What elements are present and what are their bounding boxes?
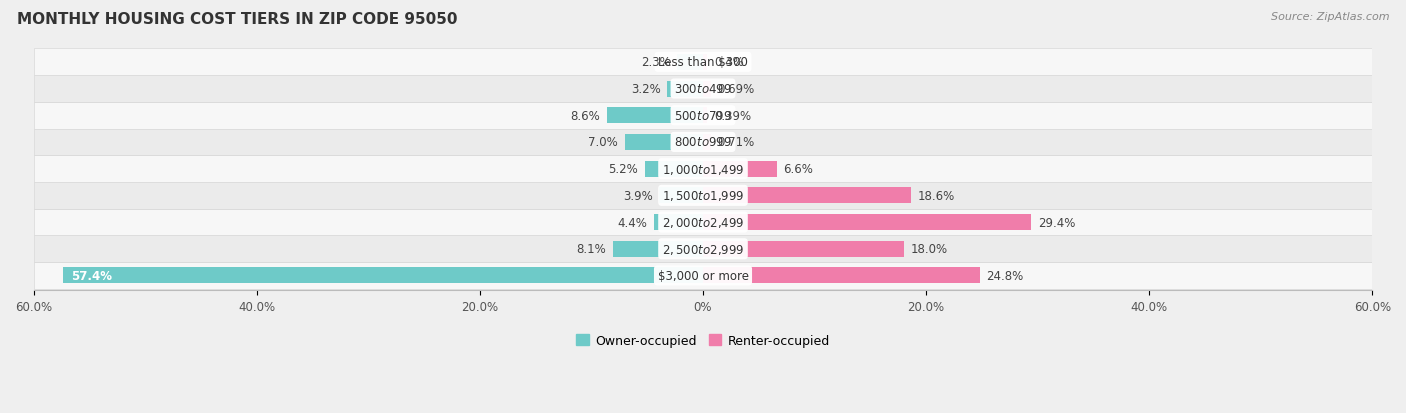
Text: $3,000 or more: $3,000 or more: [658, 269, 748, 282]
Text: 18.0%: 18.0%: [911, 243, 948, 256]
Text: 5.2%: 5.2%: [609, 163, 638, 176]
Bar: [624, 135, 703, 151]
Text: 8.1%: 8.1%: [576, 243, 606, 256]
Text: Less than $300: Less than $300: [658, 56, 748, 69]
Bar: [34, 102, 1372, 129]
Bar: [703, 108, 707, 124]
Bar: [34, 156, 1372, 183]
Text: 4.4%: 4.4%: [617, 216, 647, 229]
Bar: [668, 81, 703, 97]
Text: $1,000 to $1,499: $1,000 to $1,499: [662, 162, 744, 176]
Text: 0.39%: 0.39%: [714, 109, 751, 122]
Bar: [703, 161, 776, 177]
Text: 18.6%: 18.6%: [917, 190, 955, 202]
Bar: [34, 209, 1372, 236]
Text: 24.8%: 24.8%: [987, 269, 1024, 282]
Bar: [34, 76, 1372, 102]
Bar: [703, 188, 911, 204]
Text: 6.6%: 6.6%: [783, 163, 813, 176]
Text: 8.6%: 8.6%: [571, 109, 600, 122]
Legend: Owner-occupied, Renter-occupied: Owner-occupied, Renter-occupied: [571, 329, 835, 352]
Text: $1,500 to $1,999: $1,500 to $1,999: [662, 189, 744, 203]
Text: 0.4%: 0.4%: [714, 56, 744, 69]
Text: $300 to $499: $300 to $499: [673, 83, 733, 96]
Text: 0.71%: 0.71%: [717, 136, 755, 149]
Text: $2,000 to $2,499: $2,000 to $2,499: [662, 216, 744, 230]
Bar: [613, 241, 703, 257]
Bar: [607, 108, 703, 124]
Bar: [703, 135, 711, 151]
Bar: [34, 236, 1372, 263]
Bar: [34, 183, 1372, 209]
Bar: [645, 161, 703, 177]
Text: $500 to $799: $500 to $799: [673, 109, 733, 122]
Bar: [703, 81, 710, 97]
Bar: [63, 268, 703, 284]
Bar: [34, 49, 1372, 76]
Bar: [34, 129, 1372, 156]
Bar: [703, 214, 1031, 230]
Bar: [703, 241, 904, 257]
Text: 3.9%: 3.9%: [623, 190, 652, 202]
Bar: [654, 214, 703, 230]
Text: 0.69%: 0.69%: [717, 83, 755, 96]
Bar: [678, 55, 703, 71]
Text: 3.2%: 3.2%: [631, 83, 661, 96]
Text: $2,500 to $2,999: $2,500 to $2,999: [662, 242, 744, 256]
Bar: [34, 263, 1372, 289]
Text: 57.4%: 57.4%: [72, 269, 112, 282]
Text: 2.3%: 2.3%: [641, 56, 671, 69]
Text: 29.4%: 29.4%: [1038, 216, 1076, 229]
Text: 7.0%: 7.0%: [589, 136, 619, 149]
Bar: [659, 188, 703, 204]
Text: MONTHLY HOUSING COST TIERS IN ZIP CODE 95050: MONTHLY HOUSING COST TIERS IN ZIP CODE 9…: [17, 12, 457, 27]
Bar: [703, 55, 707, 71]
Text: Source: ZipAtlas.com: Source: ZipAtlas.com: [1271, 12, 1389, 22]
Text: $800 to $999: $800 to $999: [673, 136, 733, 149]
Bar: [703, 268, 980, 284]
